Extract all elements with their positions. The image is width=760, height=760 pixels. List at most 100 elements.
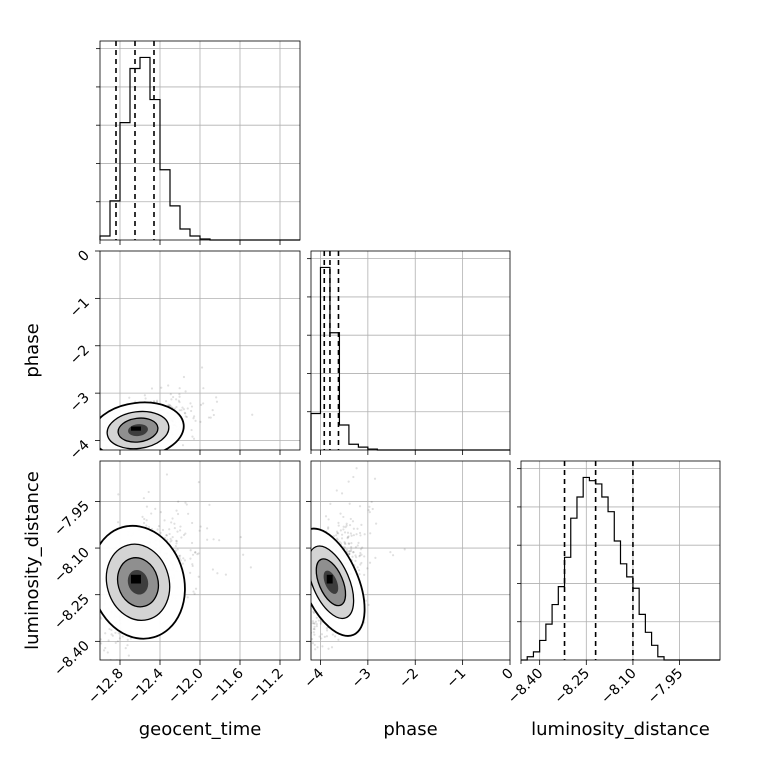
- scatter-point: [125, 475, 127, 477]
- scatter-point: [307, 588, 309, 590]
- scatter-point: [178, 393, 181, 396]
- scatter-point: [190, 428, 193, 432]
- scatter-point: [348, 542, 351, 546]
- scatter-point: [335, 534, 338, 537]
- scatter-point: [100, 617, 103, 620]
- scatter-point: [356, 544, 359, 547]
- y-tick-label: −1: [67, 295, 93, 321]
- scatter-point: [367, 603, 370, 606]
- histogram-step: [310, 266, 510, 451]
- scatter-point: [215, 400, 219, 403]
- scatter-point: [340, 533, 344, 536]
- scatter-point: [306, 610, 308, 612]
- scatter-point: [194, 551, 197, 554]
- scatter-point: [80, 433, 82, 435]
- scatter-point: [198, 529, 201, 532]
- scatter-point: [190, 405, 194, 408]
- scatter-point: [182, 533, 186, 537]
- scatter-point: [150, 387, 154, 390]
- scatter-point: [157, 525, 161, 528]
- scatter-point: [175, 539, 178, 542]
- scatter-point: [317, 619, 320, 622]
- scatter-point: [306, 625, 308, 627]
- scatter-point: [88, 572, 90, 574]
- scatter-point: [175, 509, 178, 512]
- scatter-point: [348, 550, 351, 553]
- scatter-point: [99, 455, 101, 457]
- scatter-point: [211, 409, 214, 412]
- scatter-point: [311, 622, 314, 625]
- scatter-point: [211, 568, 215, 571]
- scatter-point: [336, 538, 339, 541]
- scatter-point: [184, 501, 187, 504]
- scatter-point: [296, 636, 298, 638]
- scatter-point: [131, 458, 133, 460]
- scatter-point: [197, 575, 200, 578]
- scatter-point: [306, 624, 308, 626]
- scatter-point: [106, 651, 109, 654]
- scatter-point: [332, 534, 336, 538]
- scatter-point: [306, 641, 308, 643]
- scatter-point: [178, 554, 182, 557]
- scatter-point: [167, 403, 170, 406]
- scatter-point: [172, 395, 175, 399]
- scatter-point: [173, 407, 177, 410]
- scatter-point: [143, 394, 146, 397]
- scatter-point: [333, 635, 337, 638]
- scatter-point: [194, 419, 197, 422]
- scatter-point: [166, 538, 169, 541]
- scatter-point: [186, 407, 189, 410]
- scatter-point: [176, 548, 179, 551]
- scatter-point: [389, 550, 392, 554]
- scatter-point: [140, 454, 142, 456]
- scatter-point: [373, 477, 377, 480]
- scatter-point: [191, 563, 194, 566]
- scatter-point: [312, 610, 315, 613]
- scatter-point: [366, 567, 369, 570]
- scatter-point: [351, 520, 355, 523]
- scatter-point: [311, 620, 315, 623]
- scatter-point: [347, 542, 350, 545]
- x-axis-label: phase: [383, 719, 437, 740]
- scatter-point: [355, 467, 358, 470]
- scatter-point: [344, 542, 347, 546]
- scatter-point: [92, 454, 94, 456]
- scatter-point: [218, 539, 221, 542]
- scatter-point: [163, 519, 166, 522]
- scatter-point: [96, 635, 98, 637]
- y-axis-label: luminosity_distance: [22, 471, 43, 650]
- scatter-point: [147, 454, 149, 456]
- scatter-point: [159, 531, 162, 534]
- scatter-point: [342, 528, 345, 531]
- scatter-point: [199, 420, 202, 423]
- scatter-point: [113, 453, 115, 455]
- scatter-point: [335, 537, 339, 540]
- scatter-point: [337, 638, 340, 641]
- scatter-point: [85, 579, 87, 581]
- scatter-point: [95, 425, 97, 427]
- scatter-point: [307, 609, 309, 611]
- scatter-point: [182, 375, 186, 379]
- scatter-point: [320, 633, 324, 636]
- scatter-point: [339, 512, 342, 515]
- scatter-point: [308, 614, 310, 616]
- scatter-point: [348, 553, 351, 556]
- scatter-point: [196, 553, 199, 556]
- density-layer: [80, 366, 254, 477]
- scatter-point: [184, 415, 187, 418]
- scatter-point: [364, 599, 367, 602]
- scatter-point: [324, 515, 328, 518]
- scatter-point: [187, 512, 190, 515]
- scatter-point: [348, 502, 351, 505]
- scatter-point: [183, 411, 186, 414]
- scatter-point: [192, 437, 196, 440]
- x-tick-label: −8.10: [598, 666, 640, 708]
- scatter-point: [178, 401, 181, 404]
- scatter-point: [180, 409, 183, 412]
- y-tick-label: −2: [67, 342, 93, 368]
- scatter-point: [179, 529, 182, 532]
- scatter-point: [304, 619, 306, 621]
- y-tick-label: −8.10: [51, 545, 93, 587]
- scatter-point: [315, 625, 318, 628]
- scatter-point: [206, 527, 209, 530]
